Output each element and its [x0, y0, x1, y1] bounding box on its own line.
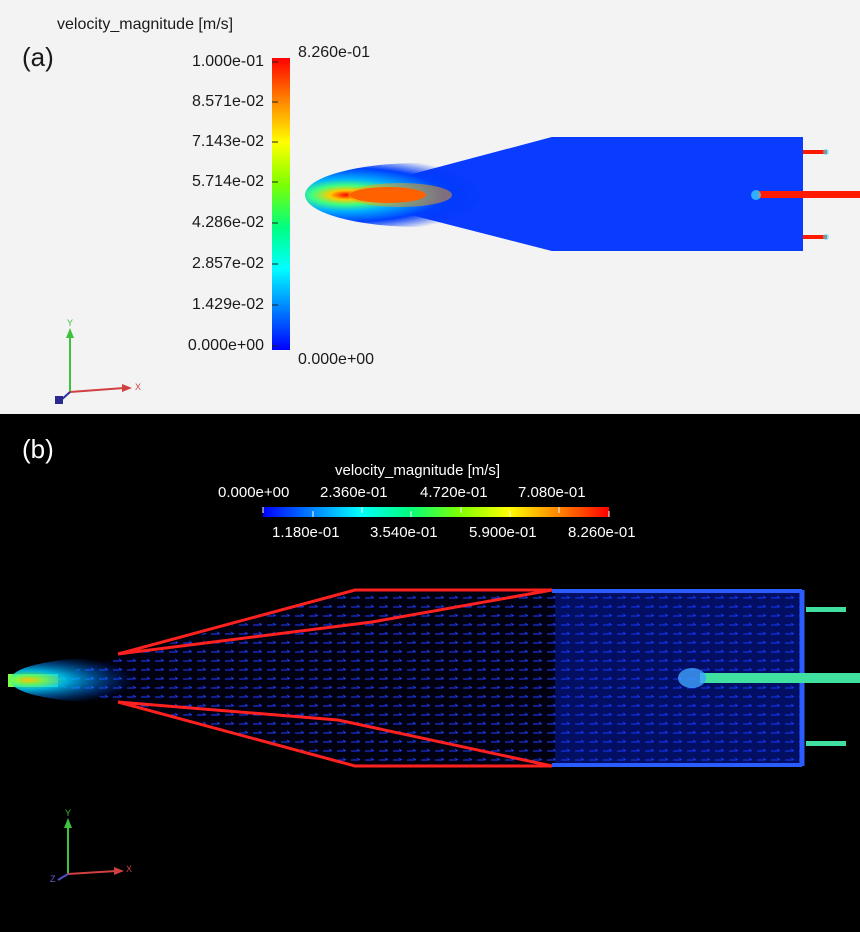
colorbar-b-tick-top: 4.720e-01 — [420, 484, 488, 501]
colorbar-a-range-min: 0.000e+00 — [298, 351, 375, 368]
colorbar-b-tick-marks — [262, 507, 610, 517]
colorbar-b-tick-bottom: 3.540e-01 — [370, 524, 438, 541]
colorbar-b-tick-top: 2.360e-01 — [320, 484, 388, 501]
colorbar-a-tick: 7.143e-02 — [191, 133, 264, 150]
outlet-center-b — [700, 673, 860, 683]
axis-triad-a — [55, 328, 132, 404]
colorbar-b-title: velocity_magnitude [m/s] — [335, 462, 501, 479]
outlet-glow-center-a — [751, 190, 761, 200]
panel-a-contour-plot: (a) velocity_magnitude [m/s] 1.000e-01 8… — [0, 0, 860, 414]
panel-a-canvas — [55, 58, 860, 404]
colorbar-a-tick: 0.000e+00 — [187, 337, 264, 354]
outlet-center-glow-b — [678, 668, 706, 688]
axis-b-z-label: Z — [50, 874, 56, 884]
panel-a-label: (a) — [22, 42, 54, 72]
jet-core-a-edge — [348, 183, 452, 207]
axis-a-x-label: X — [135, 382, 142, 392]
outlet-glow-top-a — [823, 149, 829, 155]
colorbar-b-tick-bottom: 1.180e-01 — [272, 524, 340, 541]
colorbar-a-range-max: 8.260e-01 — [298, 44, 371, 61]
outlet-bottom-a — [803, 235, 827, 239]
colorbar-b-tick-top: 7.080e-01 — [518, 484, 586, 501]
axis-triad-b — [57, 818, 124, 881]
colorbar-a-tick: 4.286e-02 — [191, 214, 264, 231]
outlet-top-b — [806, 607, 846, 612]
outlet-top-a — [803, 150, 827, 154]
axis-b-x-label: X — [126, 864, 133, 874]
panel-b-label: (b) — [22, 434, 54, 464]
outlet-center-a — [758, 191, 860, 198]
vector-field-b — [52, 590, 802, 766]
panel-b-vector-plot: (b) velocity_magnitude [m/s] 0.000e+00 2… — [0, 414, 860, 932]
colorbar-b-tick-top: 0.000e+00 — [218, 484, 290, 501]
axis-a-y-label: Y — [67, 318, 74, 328]
colorbar-a-tick: 2.857e-02 — [191, 255, 264, 272]
outlet-bottom-b — [806, 741, 846, 746]
colorbar-a-title: velocity_magnitude [m/s] — [57, 16, 234, 33]
colorbar-a — [272, 58, 290, 350]
outlet-glow-bottom-a — [823, 234, 829, 240]
jet-plume-b — [10, 658, 190, 702]
colorbar-a-tick: 5.714e-02 — [191, 173, 264, 190]
colorbar-b — [263, 507, 609, 517]
colorbar-b-tick-bottom: 8.260e-01 — [568, 524, 636, 541]
colorbar-a-tick: 1.429e-02 — [191, 296, 264, 313]
colorbar-a-tick-marks — [272, 61, 278, 347]
colorbar-b-tick-bottom: 5.900e-01 — [469, 524, 537, 541]
panel-b-canvas — [8, 507, 860, 881]
axis-b-y-label: Y — [65, 808, 72, 818]
colorbar-a-tick: 8.571e-02 — [191, 93, 264, 110]
colorbar-a-tick: 1.000e-01 — [191, 53, 264, 70]
